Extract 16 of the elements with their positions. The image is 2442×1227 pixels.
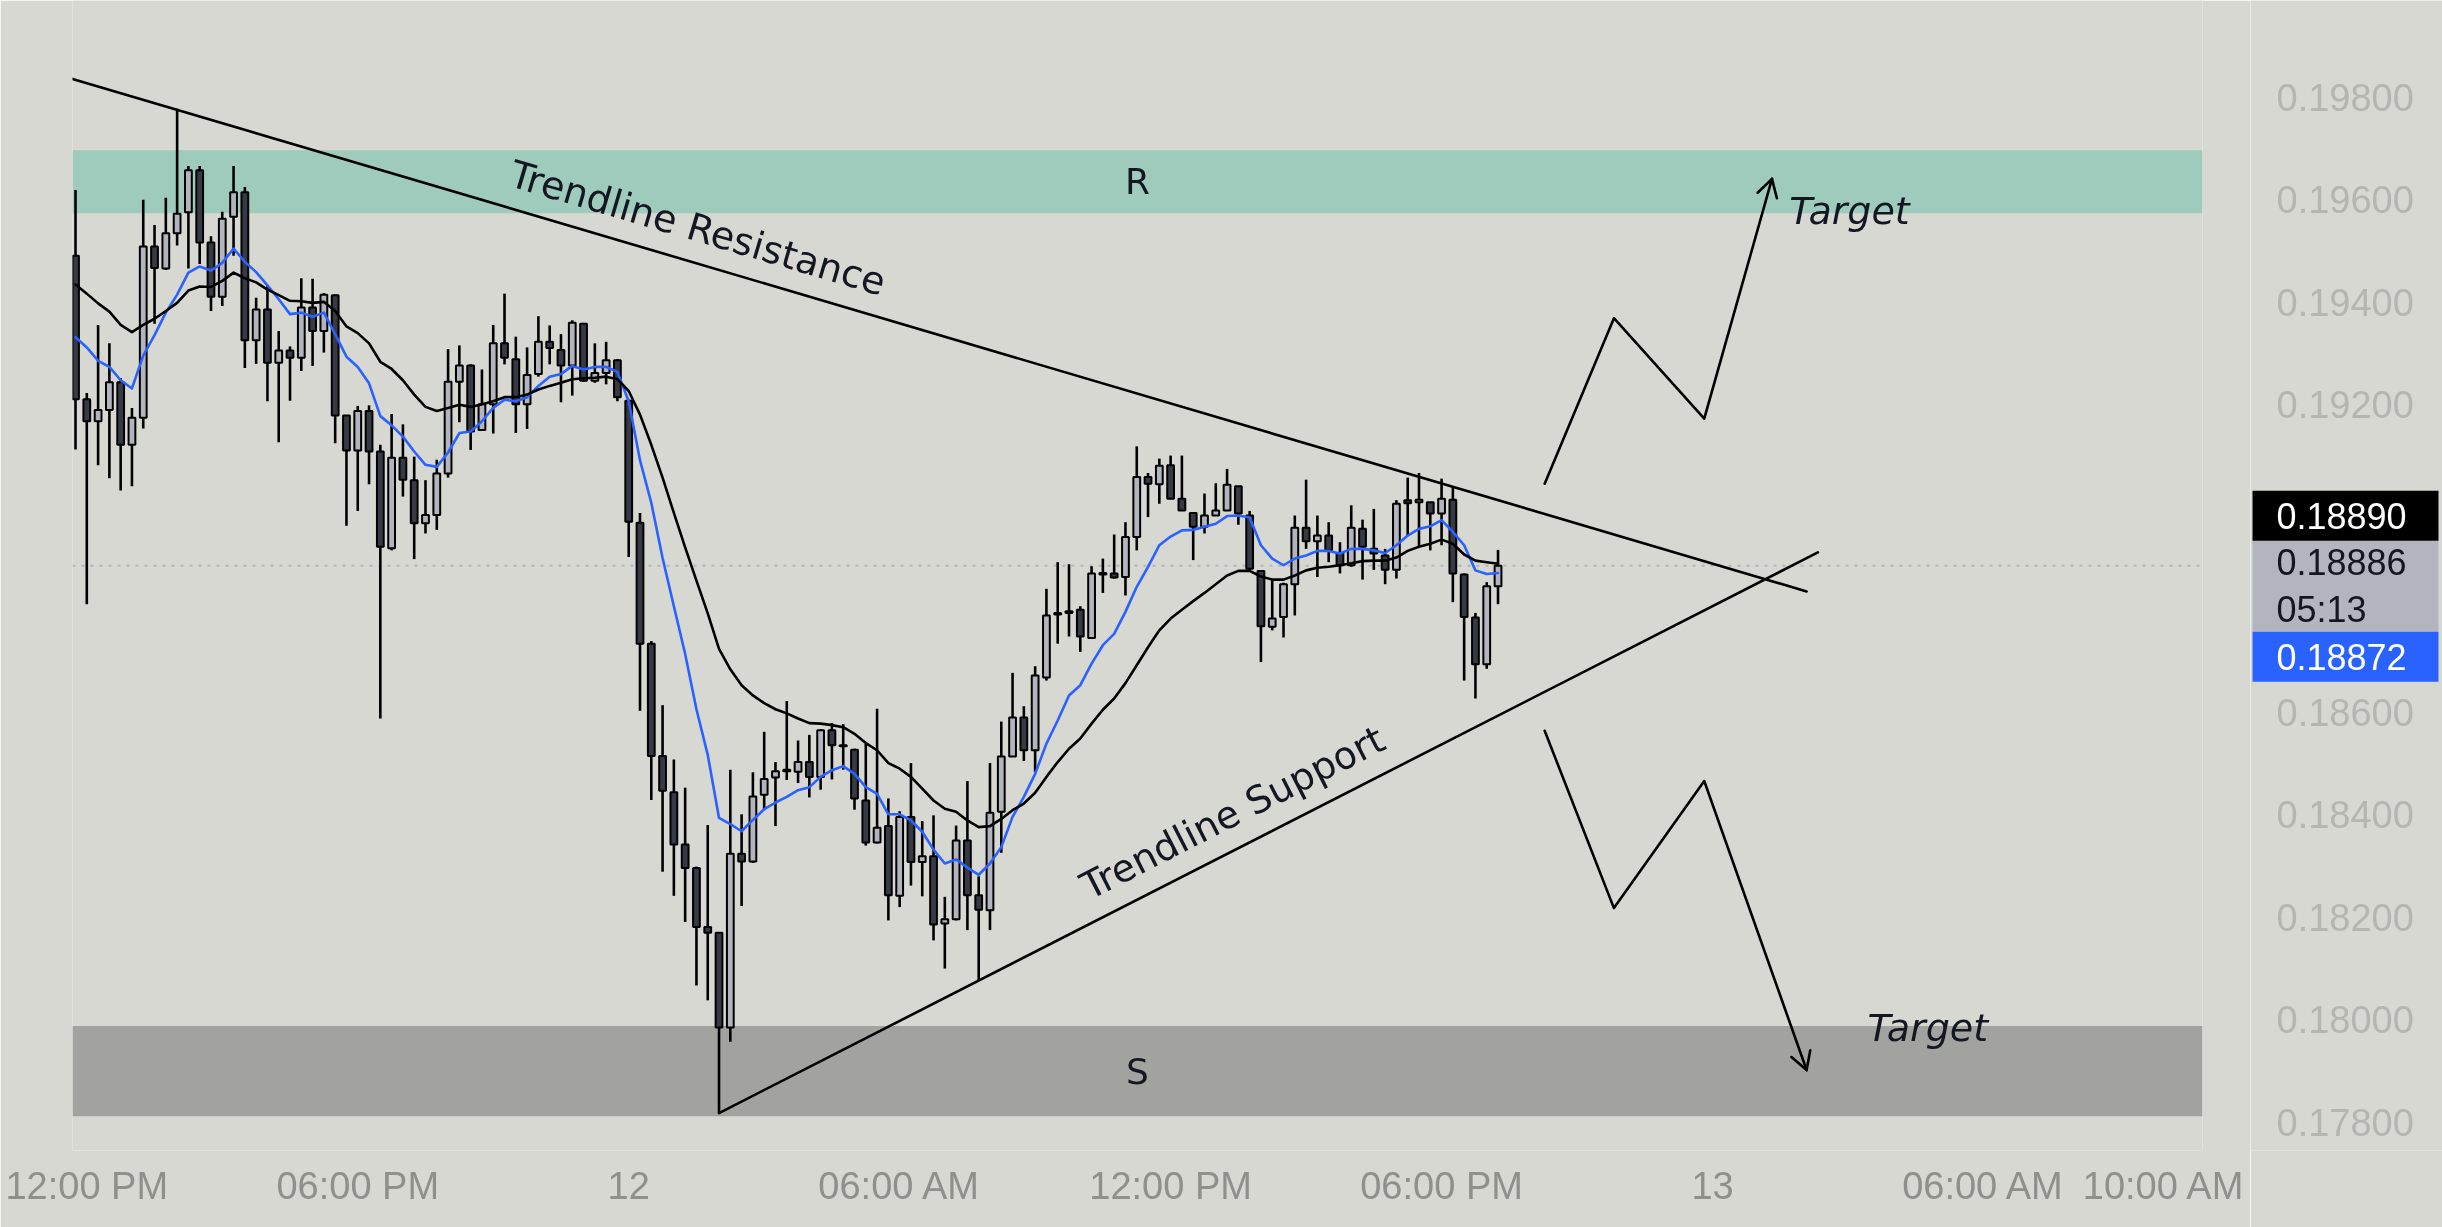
x-tick-label: 12:00 PM	[5, 1164, 169, 1207]
x-tick-label: 12	[607, 1164, 650, 1207]
x-tick-label: 06:00 PM	[1360, 1164, 1523, 1207]
x-tick-label: 13	[1691, 1164, 1734, 1207]
x-tick-label: 12:00 PM	[1089, 1164, 1252, 1207]
ref-line-label: 0.18886 05:13	[2276, 542, 2407, 631]
x-tick-label: 10:00 AM	[2082, 1164, 2244, 1207]
text: 0.18872	[2276, 636, 2407, 678]
text: 0.18890	[2276, 495, 2407, 537]
band-label: S	[1126, 1050, 1149, 1092]
band-label: R	[1124, 161, 1151, 203]
annotation: Target	[1867, 1005, 1991, 1050]
x-tick-label: 06:00 AM	[818, 1164, 979, 1207]
x-tick-label: 06:00 PM	[276, 1164, 440, 1207]
annotation: Target	[1789, 189, 1912, 234]
x-tick-label: 06:00 AM	[1902, 1164, 2063, 1207]
